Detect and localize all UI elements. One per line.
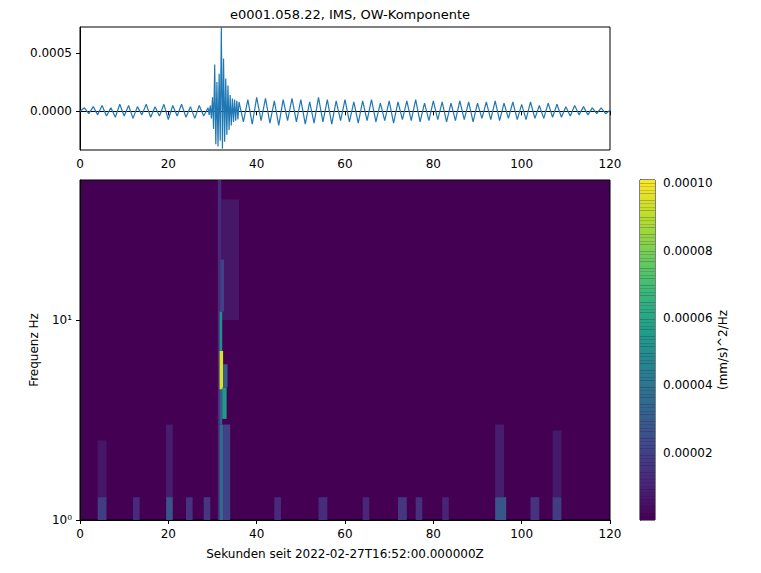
svg-text:0.0000: 0.0000 [30, 104, 72, 118]
svg-text:0.00008: 0.00008 [663, 244, 713, 258]
svg-text:0.00010: 0.00010 [663, 176, 713, 190]
svg-text:0.00002: 0.00002 [663, 446, 713, 460]
svg-text:Sekunden seit 2022-02-27T16:52: Sekunden seit 2022-02-27T16:52:00.000000… [206, 547, 484, 561]
svg-text:10⁰: 10⁰ [52, 513, 72, 527]
svg-text:0: 0 [76, 157, 84, 171]
svg-text:40: 40 [249, 157, 264, 171]
svg-text:0.00004: 0.00004 [663, 378, 713, 392]
svg-text:0.0005: 0.0005 [30, 46, 72, 60]
svg-text:80: 80 [426, 527, 441, 541]
svg-text:120: 120 [599, 157, 622, 171]
svg-text:20: 20 [161, 157, 176, 171]
svg-text:(mm/s)^2/Hz: (mm/s)^2/Hz [716, 310, 730, 390]
svg-text:10¹: 10¹ [52, 313, 72, 327]
svg-text:0.00006: 0.00006 [663, 311, 713, 325]
svg-text:Frequenz Hz: Frequenz Hz [27, 313, 41, 387]
svg-text:40: 40 [249, 527, 264, 541]
svg-text:80: 80 [426, 157, 441, 171]
svg-text:100: 100 [510, 527, 533, 541]
svg-text:20: 20 [161, 527, 176, 541]
svg-text:60: 60 [337, 527, 352, 541]
svg-text:e0001.058.22, IMS, OW-Komponen: e0001.058.22, IMS, OW-Komponente [230, 7, 470, 22]
svg-text:60: 60 [337, 157, 352, 171]
svg-text:120: 120 [599, 527, 622, 541]
svg-text:0: 0 [76, 527, 84, 541]
svg-text:100: 100 [510, 157, 533, 171]
